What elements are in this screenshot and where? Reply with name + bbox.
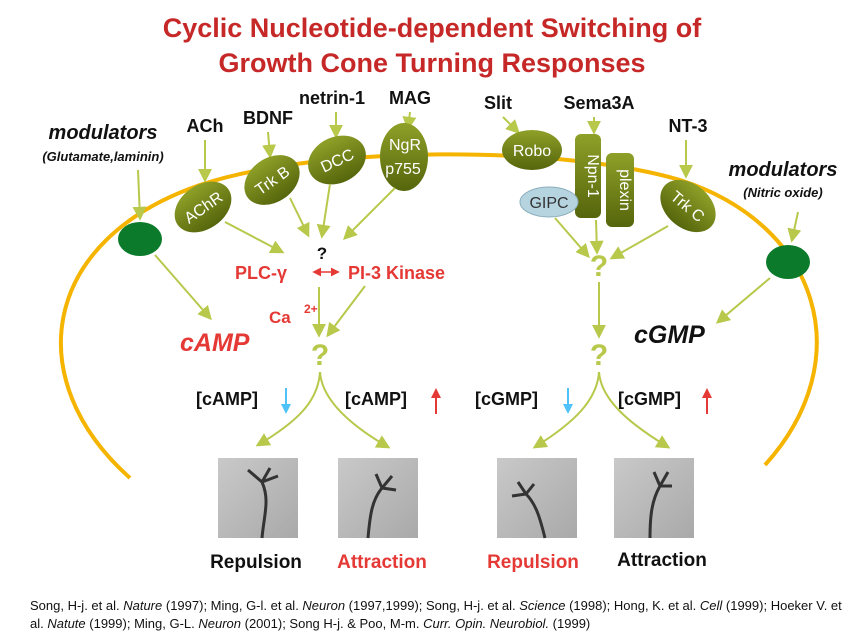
- reference-part: (1999); Ming, G-L.: [85, 616, 199, 631]
- reference-part: (1997,1999); Song, H-j. et al.: [345, 598, 520, 613]
- cgmp-label: cGMP: [634, 321, 705, 349]
- reference-part: Song, H-j. et al.: [30, 598, 124, 613]
- cgmp-low-label: [cGMP]: [475, 389, 538, 409]
- reference-part: Natute: [47, 616, 86, 631]
- receptor-plexin-label: plexin: [616, 169, 633, 211]
- outcome-cgmp-repulsion: Repulsion: [487, 552, 579, 573]
- ligand-mag: MAG: [389, 88, 431, 108]
- reference-part: (1997); Ming, G-l. et al.: [162, 598, 303, 613]
- receptor-gipc-label: GIPC: [529, 195, 568, 212]
- right-question: ?: [590, 339, 608, 372]
- reference-part: Cell: [699, 598, 723, 613]
- reference-part: Neuron: [302, 598, 346, 613]
- title-line-2: Growth Cone Turning Responses: [218, 48, 645, 78]
- receptor-ngr: [380, 123, 428, 191]
- references: Song, H-j. et al. Nature (1997); Ming, G…: [30, 597, 850, 633]
- title-line-1: Cyclic Nucleotide-dependent Switching of: [163, 13, 703, 43]
- receptor-robo-label: Robo: [513, 143, 551, 160]
- calcium-superscript: 2+: [304, 302, 318, 316]
- micrograph-cgmp-attraction: [614, 458, 694, 539]
- camp-low-label: [cAMP]: [196, 389, 258, 409]
- reference-part: Curr. Opin. Neurobiol.: [423, 616, 550, 631]
- outcome-camp-repulsion: Repulsion: [210, 552, 302, 573]
- ligand-nt-3: NT-3: [668, 116, 707, 136]
- right-modulators-sub: (Nitric oxide): [743, 185, 822, 200]
- reference-part: (1998); Hong, K. et al.: [565, 598, 700, 613]
- cgmp-high-label: [cGMP]: [618, 389, 681, 409]
- ligand-ach: ACh: [187, 116, 224, 136]
- ligand-bdnf: BDNF: [243, 108, 293, 128]
- receptor-npn-1: [575, 134, 601, 218]
- outcome-cgmp-attraction: Attraction: [617, 550, 707, 571]
- receptor-gipc: [519, 186, 579, 218]
- right-modulator-node: [766, 245, 810, 279]
- receptor-robo: [502, 130, 562, 170]
- receptor-trkc: [660, 179, 716, 233]
- receptor-ngr-label: NgR: [389, 137, 421, 154]
- reference-part: Nature: [123, 598, 163, 613]
- cell-membrane: [58, 152, 819, 480]
- left-modulator-node: [118, 222, 162, 256]
- right-modulators-label: modulators: [729, 159, 838, 181]
- reference-part: Neuron: [198, 616, 242, 631]
- outcome-camp-attraction: Attraction: [337, 552, 427, 573]
- receptor-p755-label: p755: [385, 161, 421, 178]
- left-modulators-label: modulators: [49, 122, 158, 144]
- reference-part: (1999); Hoeker V. et al.: [30, 598, 842, 631]
- left-question: ?: [311, 339, 329, 372]
- micrograph-camp-repulsion: [218, 458, 298, 539]
- camp-label: cAMP: [180, 329, 250, 357]
- plc-gamma: PLC-γ: [235, 263, 287, 283]
- ligand-sema3a: Sema3A: [563, 93, 634, 113]
- right-question-top: ?: [590, 250, 608, 283]
- micrograph-cgmp-repulsion: [497, 458, 577, 539]
- ligand-slit: Slit: [484, 93, 512, 113]
- receptor-plexin: [606, 153, 634, 227]
- camp-high-label: [cAMP]: [345, 389, 407, 409]
- left-modulators-sub: (Glutamate,laminin): [42, 149, 163, 164]
- calcium: Ca: [269, 308, 291, 327]
- reference-part: Science: [519, 598, 566, 613]
- receptor-npn-1-label: Npn-1: [584, 154, 601, 198]
- micrograph-camp-attraction: [338, 458, 418, 539]
- ligand-netrin-1: netrin-1: [299, 88, 365, 108]
- receptor-trkb: [244, 155, 300, 205]
- left-question-top: ?: [317, 244, 327, 263]
- reference-part: (1999): [549, 616, 591, 631]
- receptor-dcc: [308, 135, 366, 185]
- receptor-achr: [174, 181, 232, 233]
- pi3-kinase: PI-3 Kinase: [348, 263, 445, 283]
- reference-part: (2001); Song H-j. & Poo, M-m.: [241, 616, 424, 631]
